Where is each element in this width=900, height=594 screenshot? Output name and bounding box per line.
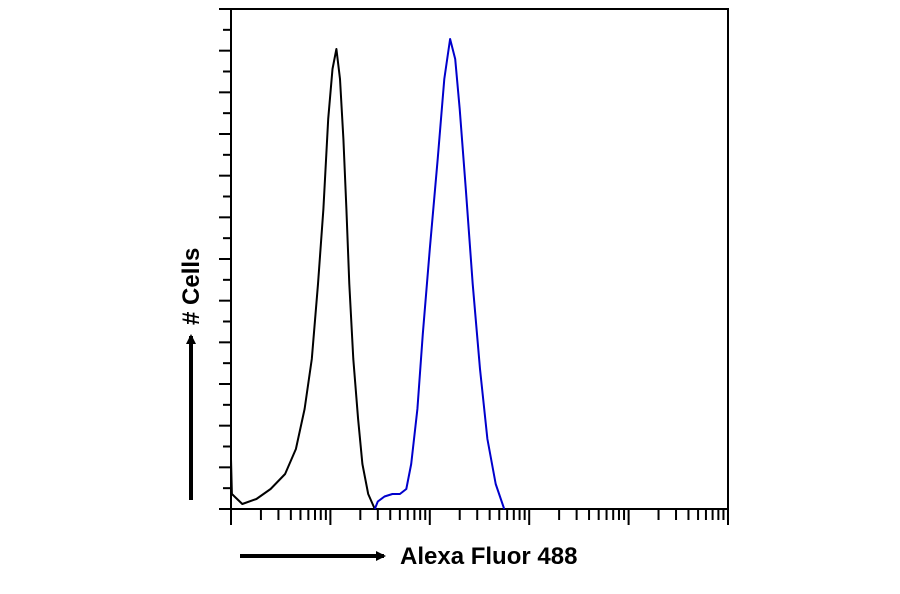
y-axis-title: # Cells [178, 248, 205, 325]
series-layer [230, 38, 506, 510]
x-axis-ticks [230, 509, 729, 525]
series-line-1 [230, 48, 376, 510]
plot-frame [230, 8, 729, 510]
series-line-2 [373, 38, 506, 510]
y-axis-ticks [219, 8, 231, 510]
x-axis-title: Alexa Fluor 488 [400, 543, 577, 570]
